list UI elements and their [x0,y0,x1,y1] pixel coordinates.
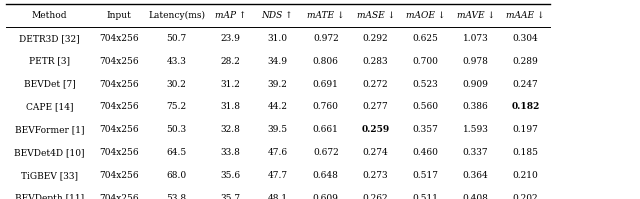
Text: DETR3D [32]: DETR3D [32] [19,34,80,43]
Text: NDS ↑: NDS ↑ [262,11,293,20]
Text: 50.7: 50.7 [166,34,187,43]
Text: mAP ↑: mAP ↑ [215,11,246,20]
Text: 31.8: 31.8 [221,102,241,111]
Text: 0.185: 0.185 [513,148,538,157]
Text: 0.277: 0.277 [363,102,388,111]
Text: 64.5: 64.5 [166,148,187,157]
Text: BEVDet [7]: BEVDet [7] [24,80,76,89]
Text: 0.259: 0.259 [362,125,390,134]
Text: 23.9: 23.9 [221,34,241,43]
Text: Method: Method [32,11,67,20]
Text: 0.560: 0.560 [413,102,438,111]
Text: 35.7: 35.7 [221,194,241,199]
Text: 0.460: 0.460 [413,148,438,157]
Text: 1.073: 1.073 [463,34,488,43]
Text: 47.7: 47.7 [268,171,287,180]
Text: 39.5: 39.5 [268,125,287,134]
Text: 0.197: 0.197 [513,125,538,134]
Text: CAPE [14]: CAPE [14] [26,102,74,111]
Text: 704x256: 704x256 [100,194,139,199]
Text: 68.0: 68.0 [166,171,187,180]
Text: mAOE ↓: mAOE ↓ [406,11,445,20]
Text: TiGBEV [33]: TiGBEV [33] [21,171,78,180]
Text: BEVFormer [1]: BEVFormer [1] [15,125,84,134]
Text: 0.978: 0.978 [463,57,488,66]
Text: 0.523: 0.523 [413,80,438,89]
Text: 39.2: 39.2 [268,80,287,89]
Text: 0.272: 0.272 [363,80,388,89]
Text: 0.386: 0.386 [463,102,488,111]
Text: 0.806: 0.806 [313,57,339,66]
Text: 0.182: 0.182 [511,102,540,111]
Text: 0.609: 0.609 [313,194,339,199]
Text: 704x256: 704x256 [100,57,139,66]
Text: 0.357: 0.357 [413,125,438,134]
Text: 704x256: 704x256 [100,148,139,157]
Text: mAVE ↓: mAVE ↓ [456,11,495,20]
Text: 0.661: 0.661 [313,125,339,134]
Text: 0.202: 0.202 [513,194,538,199]
Text: 43.3: 43.3 [166,57,187,66]
Text: 0.625: 0.625 [413,34,438,43]
Text: 0.274: 0.274 [363,148,388,157]
Text: 0.304: 0.304 [513,34,538,43]
Text: 0.273: 0.273 [363,171,388,180]
Text: 30.2: 30.2 [166,80,187,89]
Text: 47.6: 47.6 [268,148,287,157]
Text: 28.2: 28.2 [221,57,241,66]
Text: 704x256: 704x256 [100,102,139,111]
Text: 75.2: 75.2 [166,102,187,111]
Text: mASE ↓: mASE ↓ [356,11,395,20]
Text: PETR [3]: PETR [3] [29,57,70,66]
Text: 0.289: 0.289 [513,57,538,66]
Text: 48.1: 48.1 [268,194,287,199]
Text: 53.8: 53.8 [166,194,187,199]
Text: 0.909: 0.909 [463,80,488,89]
Text: 32.8: 32.8 [221,125,241,134]
Text: 0.292: 0.292 [363,34,388,43]
Text: 34.9: 34.9 [268,57,287,66]
Text: 31.0: 31.0 [268,34,287,43]
Text: 0.760: 0.760 [313,102,339,111]
Text: 0.408: 0.408 [463,194,488,199]
Text: 0.691: 0.691 [313,80,339,89]
Text: 704x256: 704x256 [100,80,139,89]
Text: 0.210: 0.210 [513,171,538,180]
Text: mAAE ↓: mAAE ↓ [506,11,545,20]
Text: 0.283: 0.283 [363,57,388,66]
Text: 44.2: 44.2 [268,102,287,111]
Text: mATE ↓: mATE ↓ [307,11,344,20]
Text: Input: Input [107,11,132,20]
Text: Latency(ms): Latency(ms) [148,11,205,20]
Text: 0.672: 0.672 [313,148,339,157]
Text: 0.364: 0.364 [463,171,488,180]
Text: 0.648: 0.648 [313,171,339,180]
Text: 35.6: 35.6 [221,171,241,180]
Text: 0.247: 0.247 [513,80,538,89]
Text: 1.593: 1.593 [463,125,488,134]
Text: 0.262: 0.262 [363,194,388,199]
Text: 50.3: 50.3 [166,125,187,134]
Text: 704x256: 704x256 [100,34,139,43]
Text: 0.700: 0.700 [413,57,438,66]
Text: 0.337: 0.337 [463,148,488,157]
Text: 31.2: 31.2 [221,80,241,89]
Text: BEVDet4D [10]: BEVDet4D [10] [14,148,85,157]
Text: 33.8: 33.8 [221,148,241,157]
Text: 704x256: 704x256 [100,125,139,134]
Text: 0.972: 0.972 [313,34,339,43]
Text: BEVDepth [11]: BEVDepth [11] [15,194,84,199]
Text: 704x256: 704x256 [100,171,139,180]
Text: 0.511: 0.511 [413,194,438,199]
Text: 0.517: 0.517 [413,171,438,180]
